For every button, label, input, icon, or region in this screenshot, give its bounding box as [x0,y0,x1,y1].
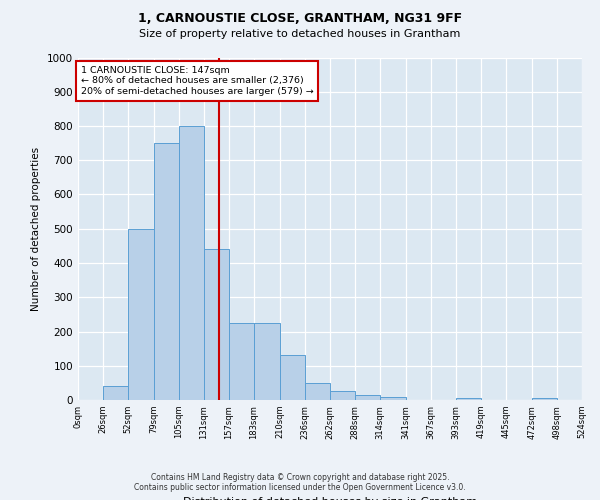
Y-axis label: Number of detached properties: Number of detached properties [31,146,41,311]
Bar [179,126,204,400]
Bar [128,229,154,400]
Bar [456,398,481,400]
Bar [154,143,179,400]
Bar [254,323,280,400]
Bar [305,383,330,400]
Bar [204,250,229,400]
Bar [103,386,128,400]
Bar [280,356,305,400]
Bar [380,398,406,400]
Text: 1 CARNOUSTIE CLOSE: 147sqm
← 80% of detached houses are smaller (2,376)
20% of s: 1 CARNOUSTIE CLOSE: 147sqm ← 80% of deta… [81,66,314,96]
Text: 1, CARNOUSTIE CLOSE, GRANTHAM, NG31 9FF: 1, CARNOUSTIE CLOSE, GRANTHAM, NG31 9FF [138,12,462,26]
Bar [355,395,380,400]
Bar [229,323,254,400]
Bar [532,398,557,400]
Text: Size of property relative to detached houses in Grantham: Size of property relative to detached ho… [139,29,461,39]
Bar [330,392,355,400]
Text: Contains HM Land Registry data © Crown copyright and database right 2025.
Contai: Contains HM Land Registry data © Crown c… [134,473,466,492]
X-axis label: Distribution of detached houses by size in Grantham: Distribution of detached houses by size … [183,497,477,500]
